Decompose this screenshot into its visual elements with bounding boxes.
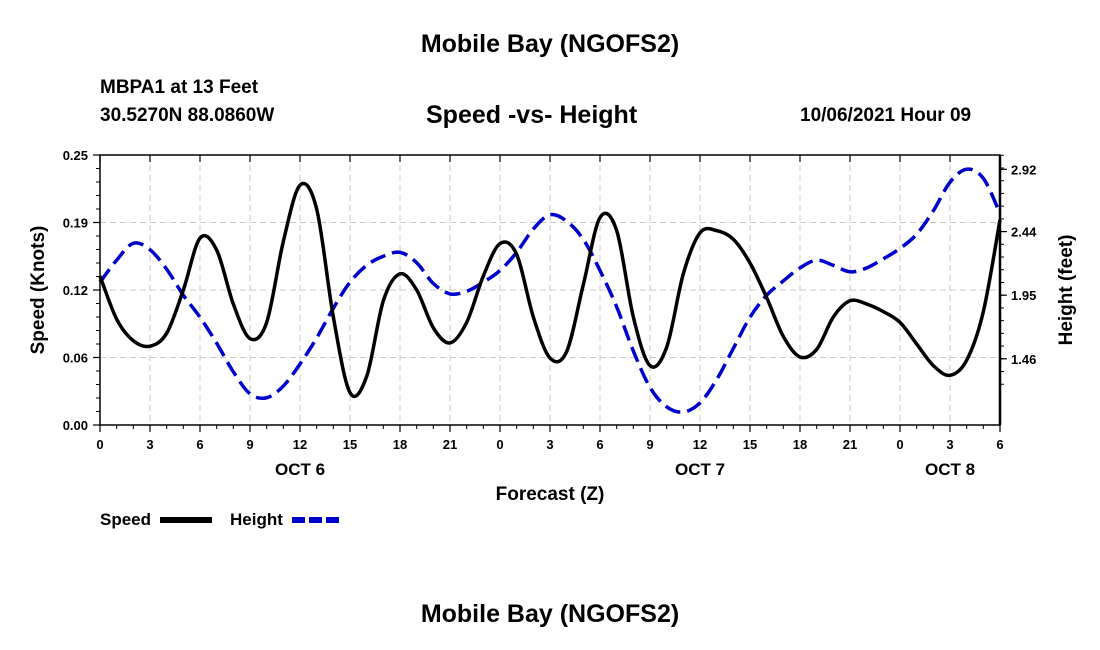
x-tick-label: 9 [246, 437, 253, 452]
x-tick-label: 0 [496, 437, 503, 452]
x-tick-label: 6 [196, 437, 203, 452]
x-tick-label: 6 [596, 437, 603, 452]
x-tick-label: 21 [443, 437, 457, 452]
date-label: OCT 8 [925, 460, 975, 479]
x-tick-label: 18 [393, 437, 407, 452]
y2-tick-label: 2.44 [1011, 225, 1037, 240]
station-label: MBPA1 at 13 Feet [100, 77, 259, 98]
x-tick-label: 3 [546, 437, 553, 452]
station-coordinates: 30.5270N 88.0860W [100, 105, 275, 126]
date-label: OCT 6 [275, 460, 325, 479]
chart-legend: Speed Height [100, 510, 342, 529]
grid-lines [100, 155, 1000, 425]
height-series-line [98, 167, 1002, 414]
chart-main-title: Mobile Bay (NGOFS2) [420, 30, 680, 58]
x-tick-label: 0 [896, 437, 903, 452]
x-tick-label: 6 [996, 437, 1003, 452]
speed-series-line [98, 181, 1002, 399]
x-axis-title: Forecast (Z) [496, 484, 605, 505]
legend-height-label: Height [230, 510, 283, 529]
axis-ticks [93, 154, 1007, 432]
x-tick-label: 3 [146, 437, 153, 452]
x-tick-label: 21 [843, 437, 857, 452]
axis-labels: 0 3 6 9 12 15 18 21 0 3 6 9 12 15 18 21 0 3 6 OCT 6 OCT 7 OCT… [63, 148, 1037, 479]
date-label: OCT 7 [675, 460, 725, 479]
x-tick-label: 12 [693, 437, 707, 452]
y-tick-label: 0.06 [63, 351, 88, 366]
y2-tick-label: 1.95 [1011, 288, 1036, 303]
y2-tick-label: 2.92 [1011, 162, 1036, 177]
x-tick-label: 18 [793, 437, 807, 452]
x-tick-label: 0 [96, 437, 103, 452]
y-tick-label: 0.25 [63, 148, 88, 163]
x-tick-label: 15 [743, 437, 757, 452]
y-tick-label: 0.19 [63, 216, 88, 231]
footer-title: Mobile Bay (NGOFS2) [420, 600, 680, 628]
x-tick-label: 9 [646, 437, 653, 452]
chart-subtitle: Speed -vs- Height [426, 101, 638, 129]
y2-tick-label: 1.46 [1011, 352, 1036, 367]
series-lines [98, 167, 1002, 414]
y-tick-label: 0.00 [63, 418, 88, 433]
legend-speed-label: Speed [100, 510, 151, 529]
forecast-datetime: 10/06/2021 Hour 09 [800, 105, 972, 126]
x-tick-label: 3 [946, 437, 953, 452]
y2-axis-title: Height (feet) [1056, 235, 1077, 346]
x-tick-label: 15 [343, 437, 357, 452]
y-axis-title: Speed (Knots) [28, 226, 49, 355]
x-tick-label: 12 [293, 437, 307, 452]
y-tick-label: 0.12 [63, 283, 88, 298]
